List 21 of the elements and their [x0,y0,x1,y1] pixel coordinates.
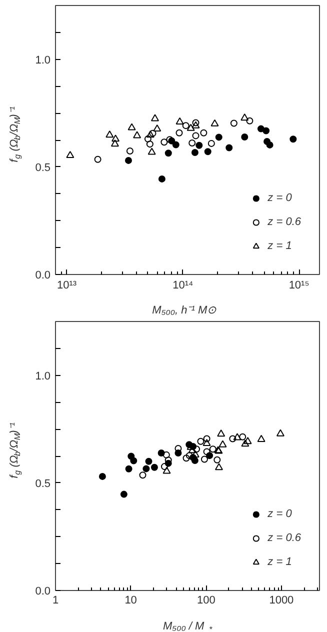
y-tick-label: 1.0 [35,54,51,66]
x-axis-title: M₅₀₀ / M* [162,620,214,632]
y-tick-label: 0.0 [35,586,51,598]
legend-label: z = 1 [268,240,292,252]
x-axis-title: M₅₀₀, h⁻¹ M⊙ [152,304,218,316]
x-tick-label: 10 [124,594,137,606]
legend-label: z = 1 [268,556,292,568]
x-tick-label: 10¹³ [56,280,77,292]
y-tick-label: 0.0 [35,270,51,282]
legend-label: z = 0.6 [268,216,301,228]
y-tick-label: 0.5 [35,162,51,174]
y-tick-label: 0.5 [35,478,51,490]
x-tick-label: 1 [52,594,59,606]
legend-label: z = 0 [268,508,292,520]
x-tick-label: 1000 [269,594,294,606]
legend-label: z = 0.6 [268,532,301,544]
x-tick-label: 100 [196,594,216,606]
legend-label: z = 0 [268,192,292,204]
y-tick-label: 1.0 [35,370,51,382]
x-tick-label: 10¹⁴ [172,280,194,292]
x-tick-label: 10¹⁵ [288,280,310,292]
